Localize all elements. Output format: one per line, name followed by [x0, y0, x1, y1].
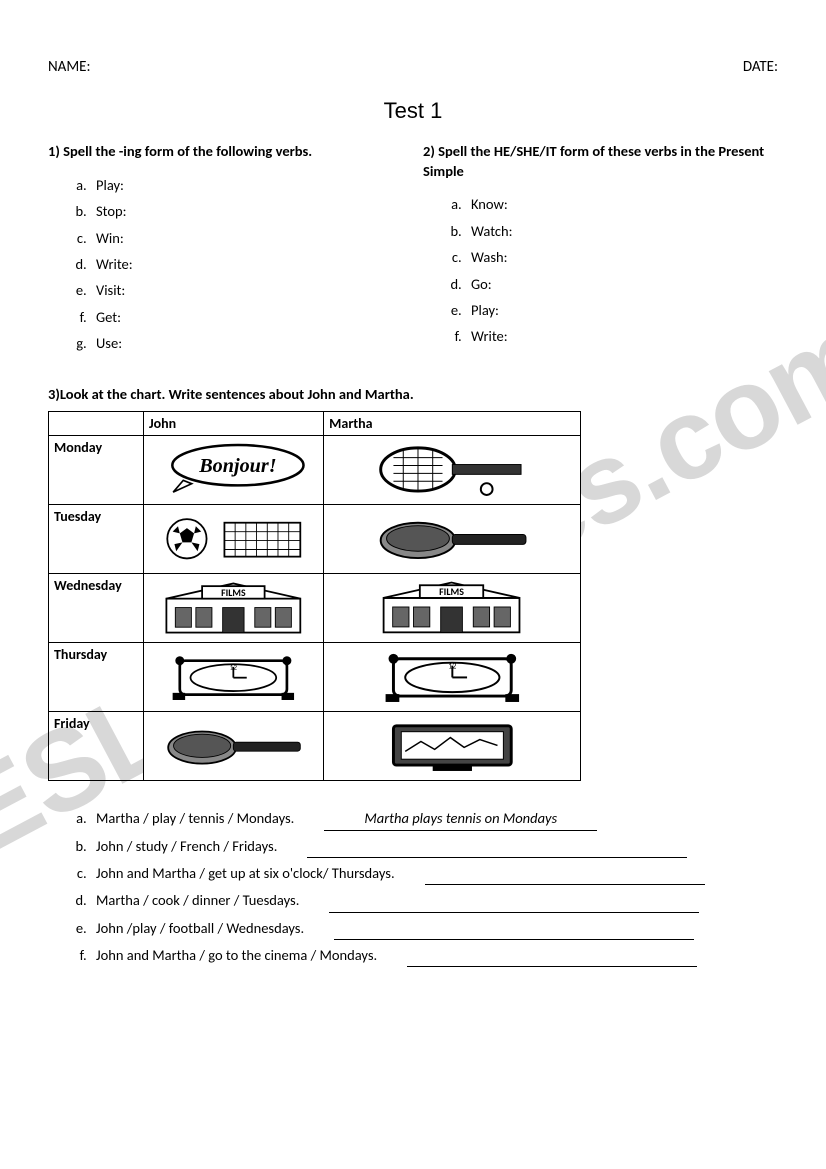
activity-chart: John Martha Monday Bonjour! Tuesday Wedn… — [48, 411, 581, 781]
q3-prompt-text: Martha / cook / dinner / Tuesdays. — [96, 891, 299, 909]
q3-prompt-text: John / study / French / Fridays. — [96, 837, 277, 855]
q2-item: Watch: — [465, 218, 778, 244]
q3-blank[interactable] — [329, 912, 699, 913]
chart-row: Wednesday FILMS FILMS — [49, 573, 581, 642]
q3-answer: Martha plays tennis on Mondays — [324, 807, 597, 831]
tv-icon — [364, 716, 541, 775]
q3-sentence: Martha / cook / dinner / Tuesdays. — [90, 887, 778, 914]
chart-row: Monday Bonjour! — [49, 435, 581, 504]
q2-prompt: 2) Spell the HE/SHE/IT form of these ver… — [423, 142, 778, 181]
svg-text:FILMS: FILMS — [221, 587, 246, 599]
q3-sentence: John and Martha / get up at six o'clock/… — [90, 860, 778, 887]
questions-1-2: 1) Spell the -ing form of the following … — [48, 142, 778, 357]
football-icon — [153, 512, 314, 566]
cinema-icon: FILMS — [370, 578, 533, 637]
chart-cell-films: FILMS — [144, 573, 324, 642]
chart-row: Tuesday — [49, 504, 581, 573]
q3-prompt-text: John /play / football / Wednesdays. — [96, 919, 304, 937]
q1-item: Write: — [90, 251, 403, 277]
q3-sentence: John and Martha / go to the cinema / Mon… — [90, 942, 778, 969]
chart-cell-bonjour: Bonjour! — [144, 435, 324, 504]
svg-text:FILMS: FILMS — [440, 587, 465, 599]
chart-day: Tuesday — [49, 504, 144, 573]
bonjour-icon: Bonjour! — [158, 440, 309, 499]
chart-header-row: John Martha — [49, 411, 581, 435]
q2-item: Wash: — [465, 244, 778, 270]
q2-item: Write: — [465, 323, 778, 349]
alarm-clock-icon: 12 — [153, 650, 314, 704]
cinema-icon: FILMS — [153, 579, 314, 637]
svg-text:12: 12 — [448, 663, 456, 672]
q1-prompt: 1) Spell the -ing form of the following … — [48, 142, 403, 162]
q3-sentence-list: Martha / play / tennis / Mondays. Martha … — [48, 805, 778, 969]
q2-block: 2) Spell the HE/SHE/IT form of these ver… — [423, 142, 778, 357]
q3-prompt-text: Martha / play / tennis / Mondays. — [96, 809, 294, 827]
q1-item: Use: — [90, 330, 403, 356]
chart-col-martha: Martha — [324, 411, 581, 435]
chart-col-john: John — [144, 411, 324, 435]
frying-pan-icon — [153, 719, 314, 773]
chart-day: Monday — [49, 435, 144, 504]
q3-sentence: Martha / play / tennis / Mondays. Martha … — [90, 805, 778, 833]
chart-row: Thursday 12 12 — [49, 642, 581, 711]
q2-list: Know: Watch: Wash: Go: Play: Write: — [423, 191, 778, 350]
q3-blank[interactable] — [307, 857, 687, 858]
header-row: NAME: DATE: — [48, 58, 778, 76]
q2-item: Play: — [465, 297, 778, 323]
page-title: Test 1 — [48, 98, 778, 124]
q3-prompt-text: John and Martha / go to the cinema / Mon… — [96, 946, 377, 964]
name-label: NAME: — [48, 58, 91, 76]
tennis-racket-icon — [364, 440, 541, 499]
q3-blank[interactable] — [334, 939, 694, 940]
q2-item: Go: — [465, 271, 778, 297]
chart-cell-pan — [144, 711, 324, 780]
q1-item: Win: — [90, 225, 403, 251]
q3-blank[interactable] — [407, 966, 697, 967]
chart-day: Thursday — [49, 642, 144, 711]
q3-prompt-text: John and Martha / get up at six o'clock/… — [96, 864, 395, 882]
chart-row: Friday — [49, 711, 581, 780]
q3-blank[interactable] — [425, 884, 705, 885]
q1-item: Visit: — [90, 277, 403, 303]
alarm-clock-icon: 12 — [364, 647, 541, 706]
q3-sentence: John /play / football / Wednesdays. — [90, 915, 778, 942]
svg-text:Bonjour!: Bonjour! — [198, 455, 276, 477]
q3-prompt: 3)Look at the chart. Write sentences abo… — [48, 385, 778, 403]
q1-item: Get: — [90, 304, 403, 330]
q1-item: Stop: — [90, 198, 403, 224]
q1-item: Play: — [90, 172, 403, 198]
chart-cell-pan — [324, 504, 581, 573]
chart-cell-films: FILMS — [324, 573, 581, 642]
chart-day: Friday — [49, 711, 144, 780]
svg-text:12: 12 — [230, 663, 238, 672]
date-label: DATE: — [743, 58, 778, 76]
chart-day: Wednesday — [49, 573, 144, 642]
chart-cell-racket — [324, 435, 581, 504]
q3-sentence: John / study / French / Fridays. — [90, 833, 778, 860]
chart-cell-clock: 12 — [144, 642, 324, 711]
q1-block: 1) Spell the -ing form of the following … — [48, 142, 403, 357]
chart-cell-tv — [324, 711, 581, 780]
chart-cell-football — [144, 504, 324, 573]
frying-pan-icon — [364, 509, 541, 568]
q1-list: Play: Stop: Win: Write: Visit: Get: Use: — [48, 172, 403, 357]
worksheet-page: NAME: DATE: Test 1 1) Spell the -ing for… — [0, 0, 826, 1009]
chart-cell-clock: 12 — [324, 642, 581, 711]
chart-corner — [49, 411, 144, 435]
q2-item: Know: — [465, 191, 778, 217]
